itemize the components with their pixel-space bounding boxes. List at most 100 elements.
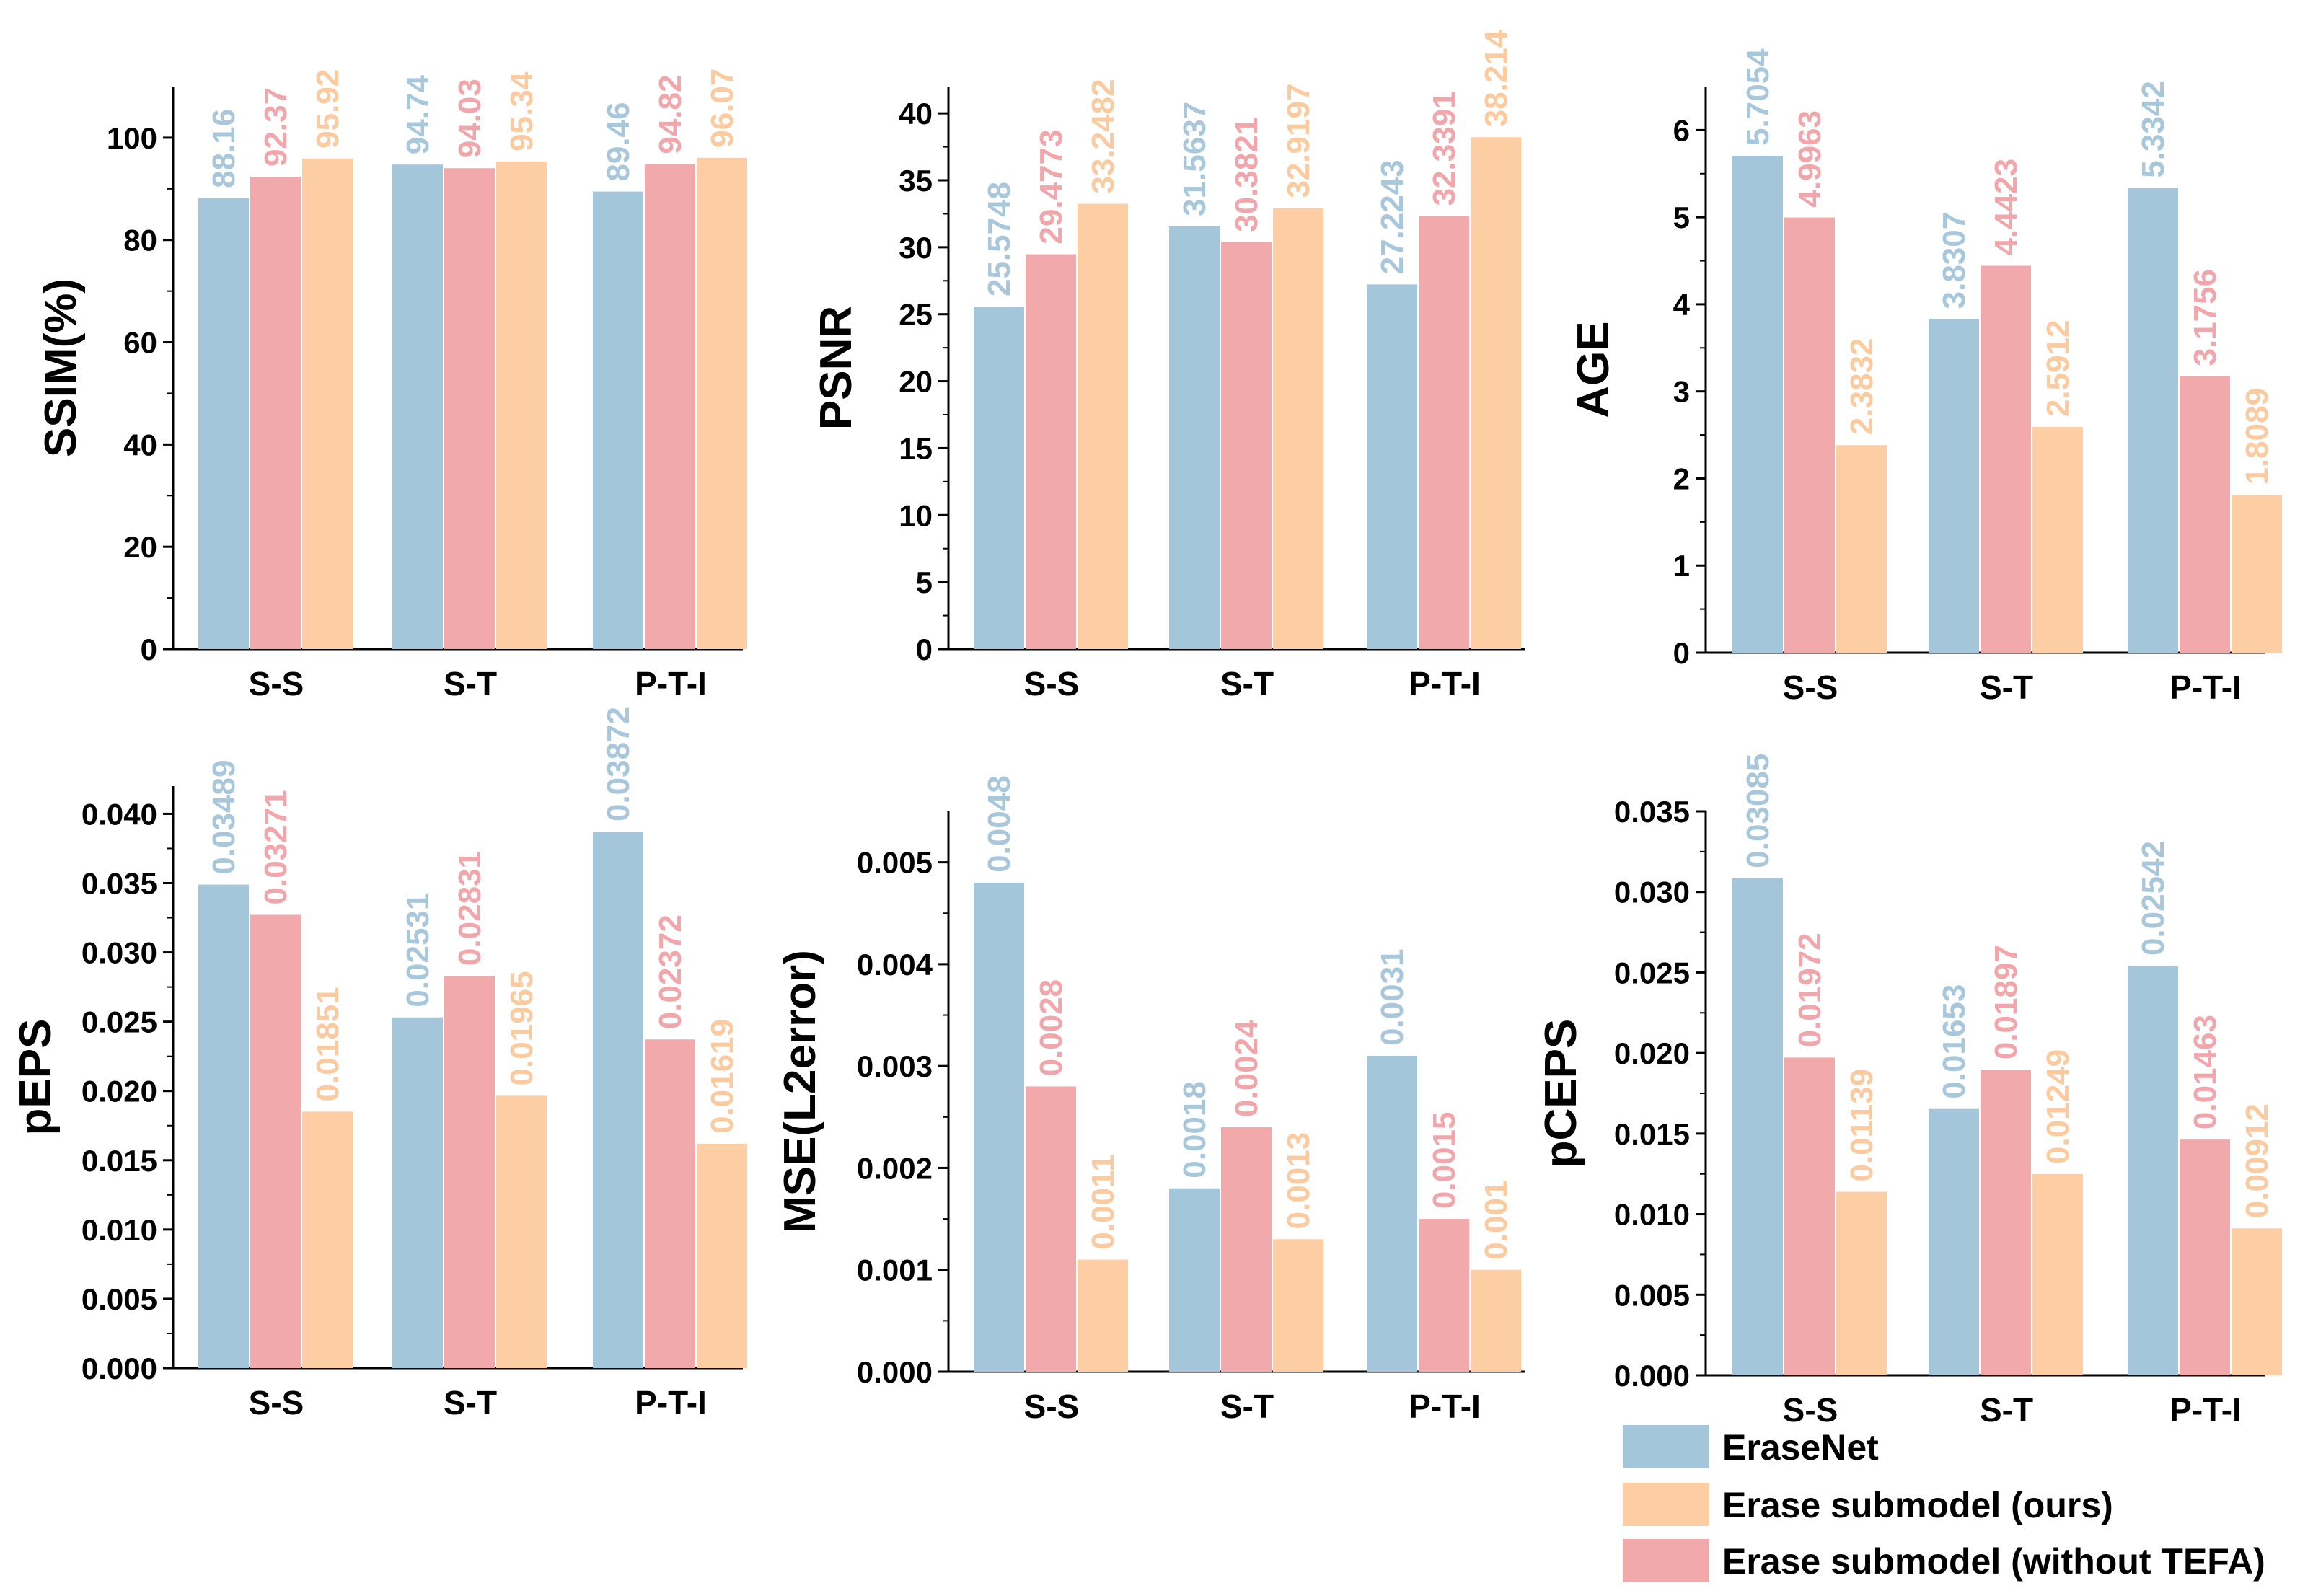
y-tick-label: 60 — [123, 326, 157, 360]
y-axis-label: SSIM(%) — [36, 278, 86, 457]
bar-erasenet-s-t — [1169, 226, 1220, 649]
y-tick-label: 0.035 — [81, 867, 157, 901]
y-tick-label: 0.025 — [81, 1005, 157, 1039]
data-label-ours-p-t-i: 1.8089 — [2239, 388, 2275, 485]
bar-erasenet-p-t-i — [2128, 966, 2178, 1375]
chart-panel-peps: 0.000 0.005 0.010 0.015 0.020 0.025 0.030 0.035… — [11, 707, 747, 1421]
y-tick-label: 0.005 — [857, 846, 933, 880]
x-tick-label-p-t-i: P-T-I — [2169, 669, 2242, 706]
bar-ours-s-s — [1836, 445, 1887, 653]
bar-erasenet-p-t-i — [1367, 1056, 1417, 1372]
data-label-without-tefa-s-s: 4.9963 — [1792, 110, 1828, 208]
legend-label-erase-submodel-without-tefa: Erase submodel (without TEFA) — [1722, 1541, 2265, 1582]
data-label-erasenet-s-s: 5.7054 — [1740, 48, 1776, 146]
data-label-without-tefa-p-t-i: 0.0015 — [1427, 1112, 1462, 1209]
bar-without-tefa-s-s — [1026, 1086, 1076, 1372]
bar-without-tefa-s-t — [1221, 1127, 1272, 1372]
bar-ours-s-t — [2032, 1173, 2083, 1375]
data-label-without-tefa-s-t: 0.0024 — [1229, 1020, 1264, 1117]
legend: EraseNet Erase submodel (ours) Erase sub… — [1623, 1425, 2265, 1582]
y-tick-label: 0.005 — [1614, 1278, 1690, 1312]
bar-without-tefa-s-s — [250, 177, 301, 650]
data-label-ours-s-s: 33.2482 — [1085, 79, 1121, 193]
bar-without-tefa-s-t — [1981, 265, 2031, 653]
data-label-ours-s-t: 2.5912 — [2040, 319, 2076, 417]
data-label-without-tefa-s-t: 0.02831 — [452, 851, 488, 966]
bar-ours-s-s — [302, 158, 353, 650]
y-tick-label: 25 — [899, 298, 933, 332]
data-label-without-tefa-s-t: 4.4423 — [1988, 159, 2024, 256]
data-label-ours-s-s: 0.01139 — [1844, 1069, 1880, 1182]
bar-without-tefa-p-t-i — [645, 1039, 695, 1368]
bar-ours-s-s — [1836, 1191, 1887, 1375]
x-tick-label-s-s: S-S — [249, 1384, 304, 1421]
bar-ours-p-t-i — [1471, 1269, 1521, 1372]
x-tick-label-s-t: S-T — [444, 1384, 497, 1421]
x-tick-label-s-s: S-S — [249, 665, 304, 702]
data-label-without-tefa-s-s: 92.37 — [258, 87, 294, 167]
chart-panel-mse-l2error-: 0.000 0.001 0.002 0.003 0.004 0.005 MSE(L2erro… — [775, 775, 1525, 1425]
chart-panel-ssim-: 0 20 40 60 80 100 SSIM(%) S-S 88.16 92.37 95.92 S-T… — [36, 69, 747, 702]
y-tick-label: 0.004 — [857, 948, 933, 982]
bar-without-tefa-s-t — [1981, 1070, 2031, 1375]
legend-label-erasenet: EraseNet — [1722, 1427, 1879, 1468]
y-tick-label: 0.025 — [1614, 956, 1690, 989]
bar-without-tefa-s-t — [444, 168, 495, 649]
y-tick-label: 0.035 — [1614, 795, 1690, 829]
data-label-erasenet-s-t: 0.02531 — [400, 893, 436, 1008]
y-tick-label: 0.030 — [1614, 876, 1690, 909]
y-tick-label: 6 — [1673, 113, 1690, 147]
bar-ours-p-t-i — [697, 1143, 747, 1368]
bar-erasenet-s-s — [1732, 878, 1783, 1375]
bar-without-tefa-s-s — [1026, 254, 1076, 649]
x-tick-label-s-t: S-T — [1220, 1388, 1274, 1425]
x-tick-label-p-t-i: P-T-I — [1409, 665, 1481, 702]
data-label-ours-s-s: 0.01851 — [310, 987, 345, 1101]
x-tick-label-s-s: S-S — [1783, 669, 1838, 706]
data-label-erasenet-s-t: 94.74 — [400, 75, 436, 155]
data-label-without-tefa-s-s: 29.4773 — [1034, 130, 1069, 244]
y-tick-label: 5 — [916, 565, 933, 599]
bar-ours-s-t — [496, 161, 547, 649]
data-label-erasenet-s-t: 0.0018 — [1177, 1081, 1212, 1178]
data-label-erasenet-s-s: 0.03085 — [1740, 754, 1776, 868]
data-label-erasenet-s-s: 0.03489 — [206, 760, 242, 875]
data-label-erasenet-p-t-i: 27.2243 — [1375, 159, 1410, 274]
y-tick-label: 5 — [1673, 200, 1690, 234]
y-tick-label: 0 — [1673, 636, 1690, 670]
x-tick-label-s-s: S-S — [1783, 1391, 1838, 1429]
bar-ours-s-s — [1078, 1259, 1128, 1372]
bar-without-tefa-p-t-i — [1419, 216, 1469, 649]
y-tick-label: 3 — [1673, 375, 1690, 409]
bar-without-tefa-p-t-i — [1419, 1219, 1469, 1372]
y-tick-label: 0.015 — [81, 1144, 157, 1178]
y-axis-label: AGE — [1569, 321, 1618, 418]
data-label-erasenet-s-t: 0.01653 — [1937, 984, 1972, 1099]
y-tick-label: 20 — [899, 365, 933, 399]
bar-ours-s-t — [496, 1095, 547, 1368]
bar-without-tefa-s-t — [444, 976, 495, 1368]
bar-ours-s-s — [302, 1111, 353, 1368]
bar-erasenet-s-t — [1929, 319, 1979, 653]
data-label-without-tefa-p-t-i: 3.1756 — [2188, 269, 2223, 366]
bar-ours-s-t — [2032, 427, 2083, 653]
bar-without-tefa-s-s — [1784, 1057, 1835, 1375]
y-tick-label: 0.020 — [1614, 1036, 1690, 1070]
data-label-without-tefa-p-t-i: 0.01463 — [2188, 1015, 2223, 1129]
data-label-without-tefa-p-t-i: 94.82 — [653, 75, 688, 154]
bar-without-tefa-s-s — [1784, 217, 1835, 653]
legend-swatch-erase-submodel-without-tefa — [1623, 1539, 1709, 1582]
legend-swatch-erase-submodel-ours — [1623, 1483, 1709, 1526]
data-label-ours-s-t: 0.01965 — [504, 971, 539, 1085]
chart-panel-pceps: 0.000 0.005 0.010 0.015 0.020 0.025 0.030 0.035… — [1536, 754, 2282, 1429]
y-tick-label: 0.000 — [81, 1352, 157, 1385]
bar-erasenet-s-s — [1732, 155, 1783, 653]
bar-erasenet-p-t-i — [593, 191, 643, 649]
bar-erasenet-p-t-i — [593, 832, 643, 1368]
data-label-without-tefa-p-t-i: 0.02372 — [653, 914, 688, 1029]
y-tick-label: 0.003 — [857, 1049, 933, 1083]
bar-ours-p-t-i — [2232, 1228, 2282, 1375]
y-tick-label: 0.030 — [81, 936, 157, 970]
y-tick-label: 15 — [899, 431, 933, 465]
x-tick-label-p-t-i: P-T-I — [1409, 1388, 1481, 1425]
